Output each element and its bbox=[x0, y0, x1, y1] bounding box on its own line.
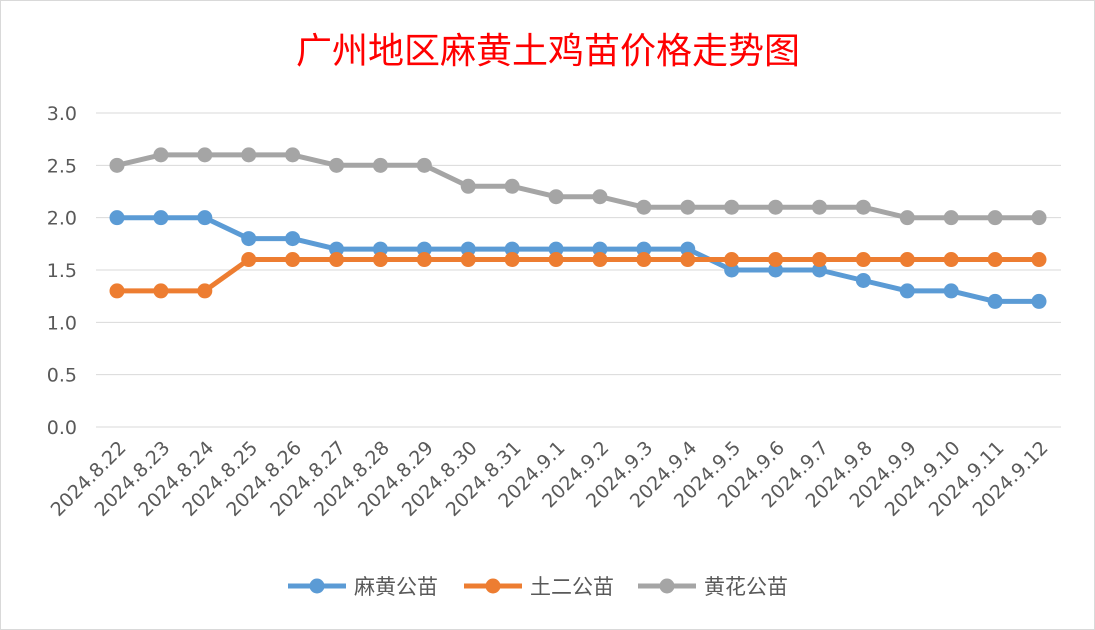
legend-label: 麻黄公苗 bbox=[354, 575, 438, 599]
data-point bbox=[987, 252, 1003, 268]
data-point bbox=[899, 210, 915, 226]
data-point bbox=[768, 262, 784, 278]
data-point bbox=[460, 178, 476, 194]
data-point bbox=[1031, 252, 1047, 268]
data-point bbox=[855, 199, 871, 215]
data-point bbox=[372, 252, 388, 268]
data-point bbox=[592, 252, 608, 268]
data-point bbox=[197, 210, 213, 226]
series-1 bbox=[109, 210, 1047, 309]
data-point bbox=[285, 231, 301, 247]
data-point bbox=[548, 252, 564, 268]
data-point bbox=[416, 157, 432, 173]
data-point bbox=[372, 157, 388, 173]
data-point bbox=[241, 252, 257, 268]
data-point bbox=[899, 283, 915, 299]
y-tick-label: 0.5 bbox=[47, 365, 77, 387]
data-point bbox=[680, 252, 696, 268]
series-line bbox=[114, 152, 1042, 221]
data-point bbox=[943, 210, 959, 226]
y-tick-label: 3.0 bbox=[47, 103, 77, 125]
data-point bbox=[504, 178, 520, 194]
data-point bbox=[416, 252, 432, 268]
data-point bbox=[768, 199, 784, 215]
data-point bbox=[197, 147, 213, 163]
data-point bbox=[329, 157, 345, 173]
data-point bbox=[768, 252, 784, 268]
y-tick-label: 2.5 bbox=[47, 155, 77, 177]
y-tick-label: 0.0 bbox=[47, 417, 77, 439]
series-2 bbox=[109, 252, 1047, 299]
data-point bbox=[504, 241, 520, 257]
data-point bbox=[724, 252, 740, 268]
data-point bbox=[1031, 293, 1047, 309]
chart-title: 广州地区麻黄土鸡苗价格走势图 bbox=[296, 31, 800, 72]
data-point bbox=[285, 147, 301, 163]
legend: 麻黄公苗 土二公苗 黄花公苗 bbox=[288, 575, 788, 599]
legend-marker bbox=[309, 578, 325, 594]
y-tick-label: 1.0 bbox=[47, 312, 77, 334]
data-point bbox=[943, 252, 959, 268]
data-point bbox=[943, 283, 959, 299]
data-point bbox=[724, 262, 740, 278]
legend-item: 麻黄公苗 bbox=[288, 575, 438, 599]
data-point bbox=[855, 252, 871, 268]
data-point bbox=[811, 262, 827, 278]
data-point bbox=[811, 252, 827, 268]
legend-label: 土二公苗 bbox=[530, 575, 614, 599]
data-point bbox=[548, 241, 564, 257]
legend-item: 土二公苗 bbox=[464, 575, 614, 599]
legend-marker bbox=[659, 578, 675, 594]
y-axis-ticks: 0.0 0.5 1.0 1.5 2.0 2.5 3.0 bbox=[47, 103, 77, 439]
y-tick-label: 1.5 bbox=[47, 260, 77, 282]
data-point bbox=[987, 293, 1003, 309]
data-point bbox=[460, 252, 476, 268]
data-point bbox=[680, 199, 696, 215]
data-point bbox=[636, 241, 652, 257]
data-point bbox=[153, 283, 169, 299]
data-point bbox=[504, 252, 520, 268]
legend-item: 黄花公苗 bbox=[638, 575, 788, 599]
data-point bbox=[636, 252, 652, 268]
y-tick-label: 2.0 bbox=[47, 208, 77, 230]
data-point bbox=[1031, 210, 1047, 226]
data-point bbox=[241, 231, 257, 247]
data-point bbox=[329, 252, 345, 268]
series-lines bbox=[109, 147, 1047, 309]
data-point bbox=[724, 199, 740, 215]
data-point bbox=[109, 210, 125, 226]
data-point bbox=[987, 210, 1003, 226]
series-3 bbox=[109, 147, 1047, 226]
data-point bbox=[109, 283, 125, 299]
series-line bbox=[114, 257, 1042, 294]
data-point bbox=[153, 210, 169, 226]
legend-marker bbox=[485, 578, 501, 594]
data-point bbox=[680, 241, 696, 257]
data-point bbox=[855, 272, 871, 288]
data-point bbox=[285, 252, 301, 268]
data-point bbox=[197, 283, 213, 299]
data-point bbox=[636, 199, 652, 215]
data-point bbox=[899, 252, 915, 268]
data-point bbox=[153, 147, 169, 163]
data-point bbox=[416, 241, 432, 257]
gridlines bbox=[96, 112, 1061, 428]
data-point bbox=[460, 241, 476, 257]
data-point bbox=[329, 241, 345, 257]
data-point bbox=[548, 189, 564, 205]
legend-label: 黄花公苗 bbox=[704, 575, 788, 599]
data-point bbox=[592, 189, 608, 205]
data-point bbox=[372, 241, 388, 257]
data-point bbox=[241, 147, 257, 163]
series-line bbox=[114, 215, 1042, 304]
x-axis-ticks: 2024.8.222024.8.232024.8.242024.8.252024… bbox=[47, 437, 1053, 521]
data-point bbox=[811, 199, 827, 215]
data-point bbox=[109, 157, 125, 173]
data-point bbox=[592, 241, 608, 257]
